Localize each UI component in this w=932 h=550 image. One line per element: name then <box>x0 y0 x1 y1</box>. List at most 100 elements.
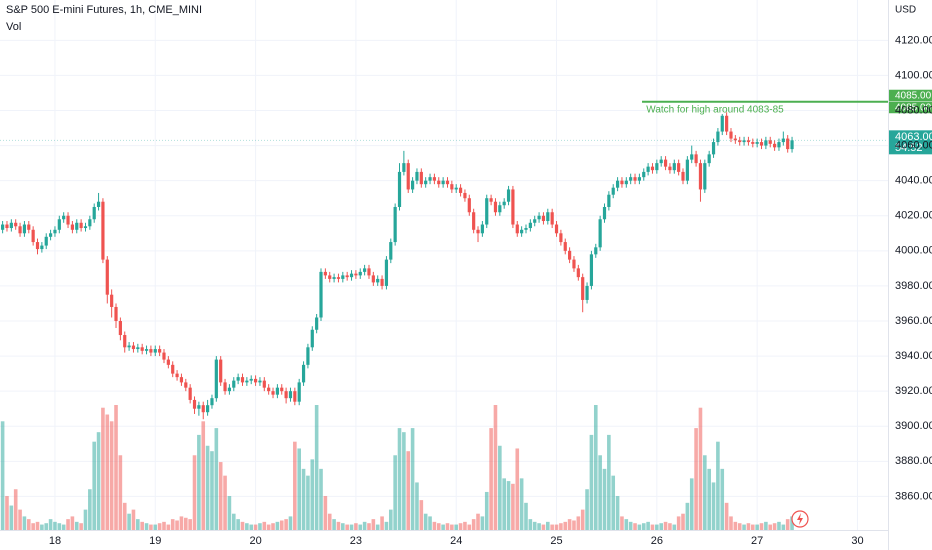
candle-body <box>31 229 35 243</box>
y-tick-label: 4100.00 <box>895 69 932 81</box>
candle-body <box>528 222 532 229</box>
volume-bar <box>358 524 363 530</box>
candle-body <box>454 187 458 190</box>
candle-body <box>14 222 18 227</box>
volume-bar <box>716 441 720 530</box>
volume-bar <box>480 516 485 530</box>
y-tick-label: 4120.00 <box>895 34 932 46</box>
volume-bar <box>31 523 35 530</box>
volume-bar <box>192 455 197 530</box>
volume-bar <box>323 496 328 530</box>
candle-body <box>210 398 214 406</box>
candle-body <box>149 349 153 353</box>
volume-bar <box>96 432 101 530</box>
volume-bar <box>175 520 179 530</box>
candle-body <box>746 140 751 143</box>
candle-body <box>206 405 210 413</box>
candle-body <box>690 154 694 160</box>
candle-body <box>563 242 567 251</box>
volume-pane <box>0 405 794 530</box>
volume-bar <box>188 519 192 530</box>
volume-bar <box>559 523 563 530</box>
volume-bar <box>61 524 66 530</box>
volume-bar <box>18 509 22 530</box>
candle-body <box>88 219 92 227</box>
volume-bar <box>388 509 393 530</box>
candle-body <box>1 224 5 230</box>
volume-bar <box>580 509 585 530</box>
candle-body <box>267 387 271 392</box>
candle-body <box>733 138 737 141</box>
volume-bar <box>262 521 267 530</box>
volume-bar <box>502 478 506 530</box>
candle-body <box>585 285 589 300</box>
volume-bar <box>598 455 602 530</box>
candle-body <box>75 222 79 230</box>
volume-bar <box>314 405 319 530</box>
volume-bar <box>297 448 301 530</box>
volume-bar <box>681 513 685 530</box>
volume-bar <box>711 482 716 530</box>
volume-bar <box>284 519 288 530</box>
volume-bar <box>275 521 280 530</box>
candle-body <box>458 187 463 193</box>
volume-bar <box>611 475 616 530</box>
candle-body <box>472 212 476 230</box>
candle-body <box>315 317 319 330</box>
candle-body <box>53 229 57 234</box>
candle-body <box>607 194 611 207</box>
volume-bar <box>306 475 310 530</box>
volume-bar <box>345 524 349 530</box>
candle-body <box>698 163 703 190</box>
candle-body <box>467 198 471 213</box>
candle-body <box>533 219 537 223</box>
volume-bar <box>205 445 210 530</box>
volume-bar <box>136 519 140 530</box>
volume-bar <box>519 478 524 530</box>
candle-body <box>384 259 389 286</box>
candle-body <box>105 259 109 295</box>
candle-body <box>336 277 341 279</box>
candle-body <box>297 382 301 402</box>
volume-bar <box>607 434 611 530</box>
candle-body <box>280 387 284 392</box>
candle-body <box>476 229 480 234</box>
volume-bar <box>258 523 262 530</box>
countdown: 54:52 <box>895 142 923 154</box>
candle-body <box>637 177 641 181</box>
volume-bar <box>663 521 668 530</box>
volume-bar <box>532 521 537 530</box>
candle-body <box>594 247 598 255</box>
volume-bar <box>685 502 690 530</box>
candle-body <box>463 192 467 199</box>
candle-body <box>123 335 127 348</box>
volume-bar <box>66 519 70 530</box>
volume-bar <box>576 516 581 530</box>
volume-bar <box>83 509 88 530</box>
candle-body <box>768 140 772 144</box>
x-tick-label: 19 <box>149 535 161 547</box>
volume-bar <box>279 520 284 530</box>
y-tick-label: 4080.00 <box>895 104 932 116</box>
grid <box>0 0 888 530</box>
volume-bar <box>781 524 786 530</box>
candle-body <box>136 347 140 350</box>
volume-bar <box>79 523 83 530</box>
candle-body <box>786 138 790 150</box>
candle-body <box>672 163 676 171</box>
volume-bar <box>511 483 515 530</box>
volume-bar <box>341 523 345 530</box>
candle-body <box>35 242 40 250</box>
candle-body <box>402 163 406 172</box>
candle-body <box>184 382 188 388</box>
candle-body <box>537 215 541 220</box>
volume-bar <box>620 516 624 530</box>
volume-bar <box>40 524 44 530</box>
candle-body <box>57 219 61 230</box>
volume-bar <box>349 524 354 530</box>
x-tick-label: 26 <box>651 535 663 547</box>
y-tick-label: 3860.00 <box>895 490 932 502</box>
candle-body <box>380 278 384 286</box>
candle-body <box>751 142 755 144</box>
